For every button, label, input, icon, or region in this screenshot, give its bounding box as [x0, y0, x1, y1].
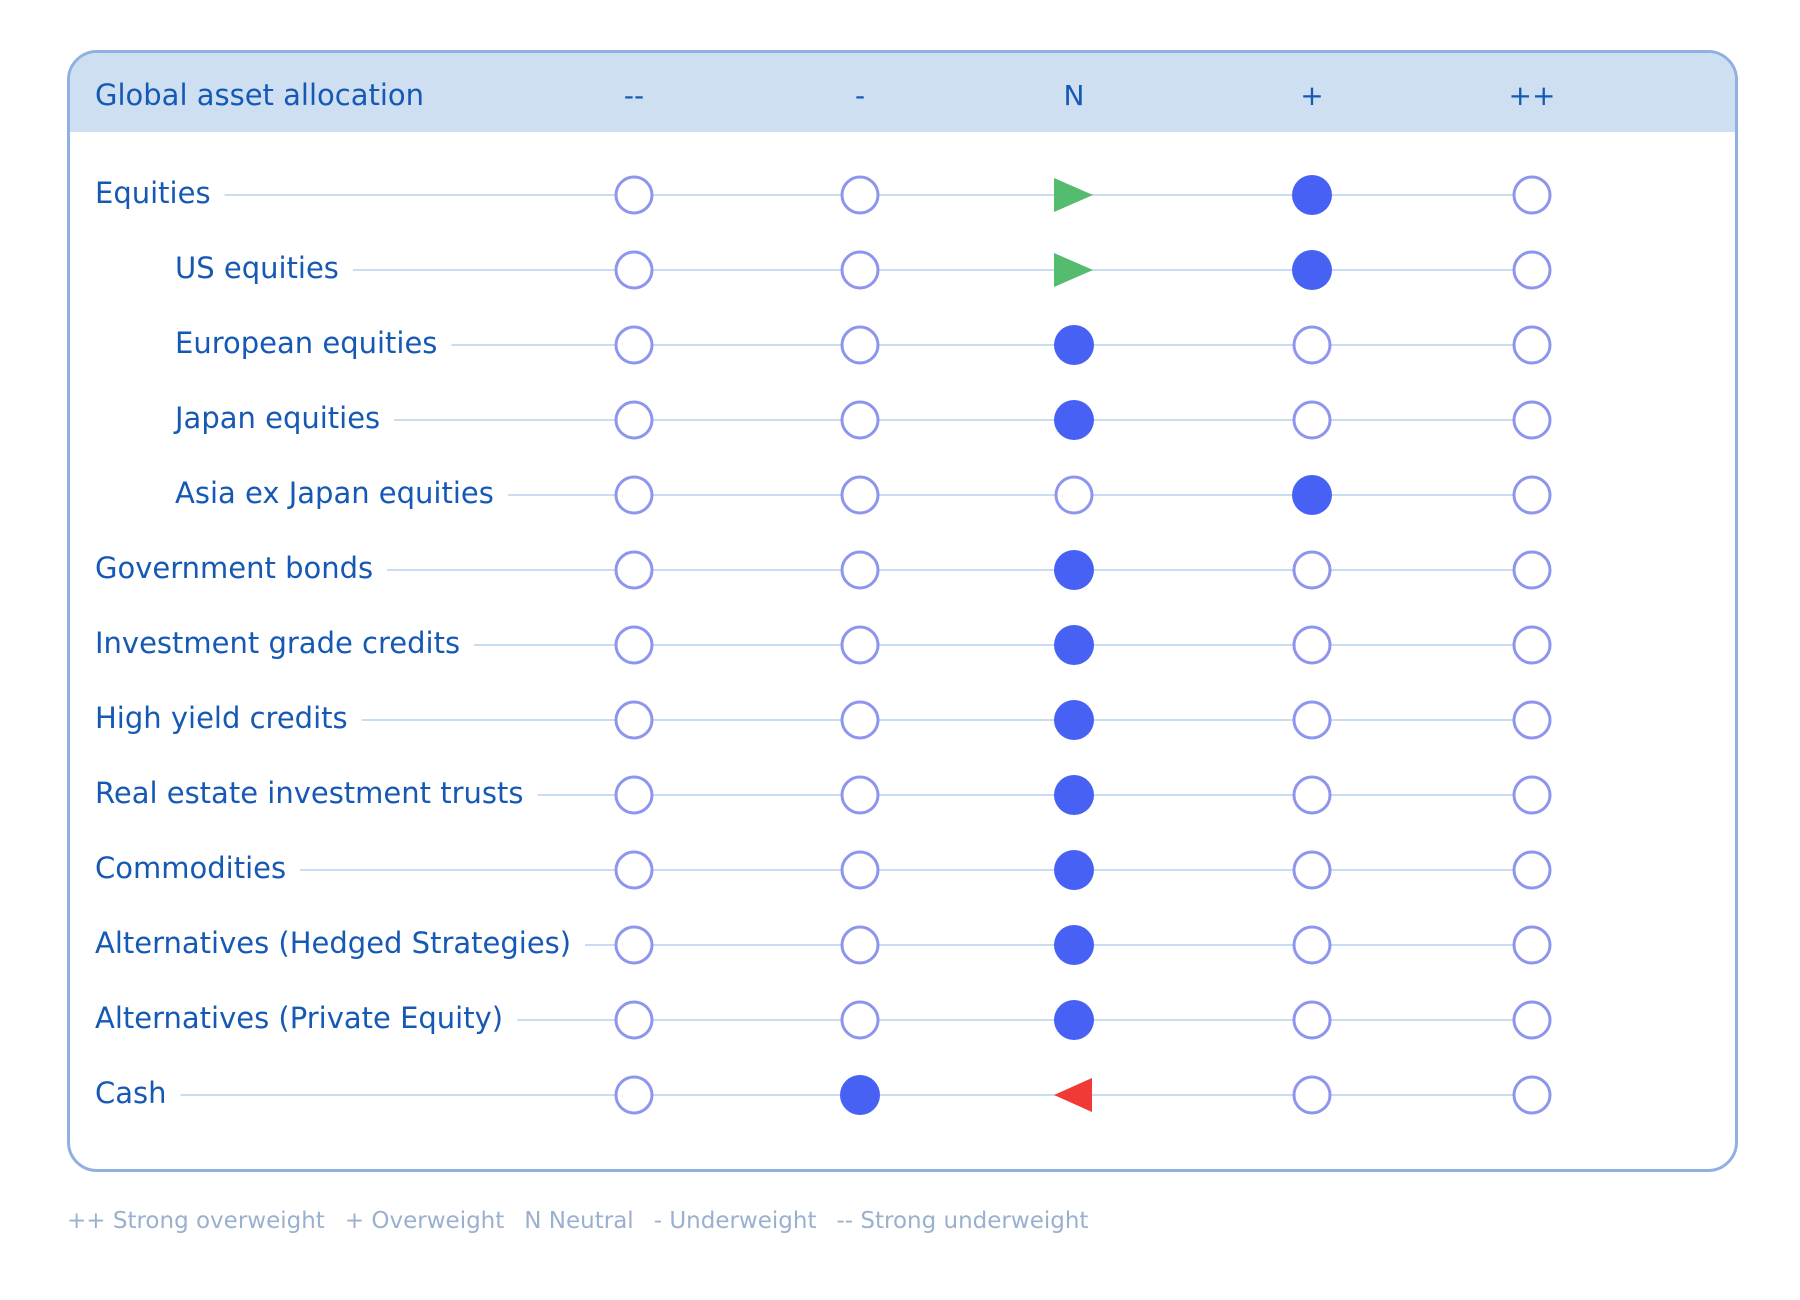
empty-circle-icon [1292, 625, 1332, 665]
row-label: US equities [175, 251, 339, 285]
row-label: Alternatives (Hedged Strategies) [95, 926, 571, 960]
empty-circle-icon [1292, 925, 1332, 965]
filled-dot-icon [1054, 625, 1094, 665]
empty-circle-icon [614, 775, 654, 815]
empty-circle-icon [840, 850, 880, 890]
filled-dot-icon [1292, 250, 1332, 290]
table-header-band [70, 53, 1735, 132]
row-label: Asia ex Japan equities [175, 476, 494, 510]
empty-circle-icon [1292, 775, 1332, 815]
filled-dot-icon [1054, 1000, 1094, 1040]
empty-circle-icon [840, 325, 880, 365]
empty-circle-icon [614, 850, 654, 890]
right-triangle-icon [1054, 178, 1093, 212]
empty-circle-icon [614, 250, 654, 290]
empty-circle-icon [1512, 1000, 1552, 1040]
empty-circle-icon [1292, 550, 1332, 590]
empty-circle-icon [614, 625, 654, 665]
row-label: European equities [175, 326, 437, 360]
row-label: High yield credits [95, 701, 348, 735]
filled-dot-icon [1054, 400, 1094, 440]
empty-circle-icon [614, 1000, 654, 1040]
row-label: Real estate investment trusts [95, 776, 524, 810]
empty-circle-icon [1292, 700, 1332, 740]
legend-item: ++ Strong overweight [67, 1208, 325, 1234]
row-label: Japan equities [173, 401, 380, 435]
empty-circle-icon [1512, 175, 1552, 215]
left-triangle-icon [1054, 1078, 1092, 1112]
filled-dot-icon [1054, 925, 1094, 965]
empty-circle-icon [1512, 775, 1552, 815]
legend: ++ Strong overweight + Overweight N Neutra… [67, 1208, 1108, 1234]
empty-circle-icon [614, 325, 654, 365]
column-header-4: ++ [1509, 79, 1556, 112]
row-label: Government bonds [95, 551, 373, 585]
legend-item: N Neutral [524, 1208, 634, 1234]
row-label: Alternatives (Private Equity) [95, 1001, 503, 1035]
filled-dot-icon [1054, 550, 1094, 590]
empty-circle-icon [1512, 250, 1552, 290]
empty-circle-icon [840, 250, 880, 290]
empty-circle-icon [1512, 925, 1552, 965]
empty-circle-icon [1512, 625, 1552, 665]
table-title: Global asset allocation [95, 78, 424, 112]
row-label: Commodities [95, 851, 286, 885]
empty-circle-icon [1292, 1075, 1332, 1115]
empty-circle-icon [1512, 325, 1552, 365]
empty-circle-icon [1512, 1075, 1552, 1115]
empty-circle-icon [614, 175, 654, 215]
empty-circle-icon [840, 400, 880, 440]
empty-circle-icon [840, 700, 880, 740]
column-header-0: -- [624, 79, 644, 112]
empty-circle-icon [1512, 550, 1552, 590]
empty-circle-icon [840, 625, 880, 665]
empty-circle-icon [840, 175, 880, 215]
empty-circle-icon [840, 475, 880, 515]
column-header-2: N [1064, 79, 1085, 112]
legend-item: - Underweight [653, 1208, 817, 1234]
empty-circle-icon [1292, 1000, 1332, 1040]
empty-circle-icon [614, 400, 654, 440]
filled-dot-icon [1054, 325, 1094, 365]
empty-circle-icon [1292, 325, 1332, 365]
empty-circle-icon [1512, 400, 1552, 440]
row-label: Equities [95, 176, 211, 210]
empty-circle-icon [1292, 400, 1332, 440]
empty-circle-icon [614, 550, 654, 590]
column-header-3: + [1300, 79, 1323, 112]
empty-circle-icon [840, 925, 880, 965]
empty-circle-icon [614, 700, 654, 740]
row-label: Investment grade credits [95, 626, 460, 660]
filled-dot-icon [1054, 850, 1094, 890]
filled-dot-icon [840, 1075, 880, 1115]
filled-dot-icon [1292, 175, 1332, 215]
column-header-1: - [855, 79, 865, 112]
allocation-chart: Global asset allocation -- - N + ++EquitiesUS… [95, 78, 1556, 1115]
empty-circle-icon [1512, 850, 1552, 890]
empty-circle-icon [840, 1000, 880, 1040]
empty-circle-icon [1512, 475, 1552, 515]
empty-circle-icon [1054, 475, 1094, 515]
legend-item: + Overweight [344, 1208, 505, 1234]
empty-circle-icon [614, 1075, 654, 1115]
empty-circle-icon [1512, 700, 1552, 740]
right-triangle-icon [1054, 253, 1093, 287]
empty-circle-icon [840, 775, 880, 815]
empty-circle-icon [840, 550, 880, 590]
empty-circle-icon [1292, 850, 1332, 890]
legend-item: -- Strong underweight [836, 1208, 1089, 1234]
empty-circle-icon [614, 475, 654, 515]
filled-dot-icon [1054, 700, 1094, 740]
filled-dot-icon [1292, 475, 1332, 515]
row-label: Cash [95, 1076, 167, 1110]
filled-dot-icon [1054, 775, 1094, 815]
empty-circle-icon [614, 925, 654, 965]
allocation-panel: Global asset allocation -- - N + ++ Equities US… [67, 50, 1738, 1172]
